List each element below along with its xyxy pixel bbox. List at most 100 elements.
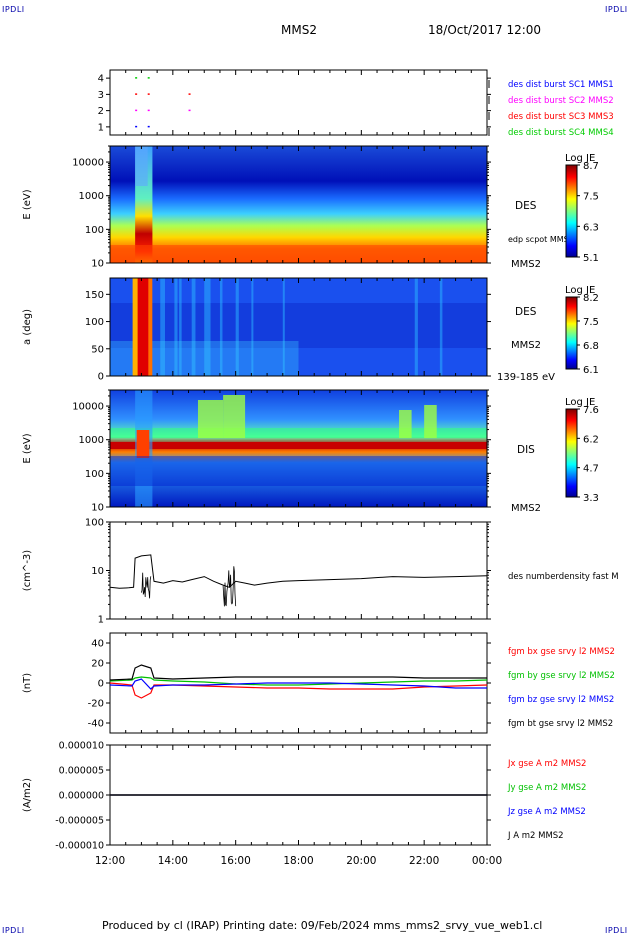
density-noise — [223, 566, 236, 606]
y-tick-label: 10 — [91, 566, 104, 577]
x-tick-label: 12:00 — [95, 855, 125, 867]
y-tick-label: -40 — [88, 719, 104, 730]
panel-annotation: 139-185 eV — [497, 372, 555, 383]
corner-label: IPDLI — [2, 926, 25, 934]
colorbar-tick-label: 6.8 — [583, 341, 599, 352]
colorbar-tick-label: 6.3 — [583, 222, 599, 233]
colorbar-tick-label: 7.5 — [583, 317, 599, 328]
y-tick-label: 20 — [91, 659, 104, 670]
spectrogram-patch — [198, 400, 223, 438]
y-tick-label: 0 — [98, 372, 104, 383]
spectrogram-burst-edge — [148, 278, 152, 376]
x-tick-label: 16:00 — [221, 855, 251, 867]
y-tick-label: 1000 — [79, 435, 104, 446]
y-tick-label: 4 — [98, 74, 104, 85]
colorbar-tick-label: 8.7 — [583, 161, 599, 172]
legend-entry: des dist burst SC3 MMS3 — [508, 112, 614, 122]
spectrogram-burst-edge — [133, 278, 138, 376]
header-spacecraft: MMS2 — [281, 23, 317, 37]
y-tick-label: -0.000010 — [55, 841, 104, 852]
colorbar-tick-label: 8.2 — [583, 293, 599, 304]
panel-annotation: DIS — [517, 444, 535, 456]
y-tick-label: 10000 — [72, 402, 104, 413]
panel-annotation: DES — [515, 306, 537, 318]
colorbar-tick-label: 7.5 — [583, 192, 599, 203]
spectrogram-patch — [399, 410, 412, 438]
colorbar — [566, 165, 577, 257]
legend-entry: fgm bt gse srvy l2 MMS2 — [508, 719, 613, 729]
header-date: 18/Oct/2017 12:00 — [428, 23, 541, 37]
colorbar-tick-label: 7.6 — [583, 405, 599, 416]
panel-annotation: MMS2 — [511, 503, 541, 514]
spectrogram-burst-core — [137, 430, 150, 458]
burst-mark — [148, 77, 150, 79]
y-tick-label: 100 — [85, 469, 104, 480]
y-axis-label: (A/m2) — [22, 778, 33, 812]
legend-entry: des dist burst SC1 MMS1 — [508, 80, 614, 90]
legend-entry: Jx gse A m2 MMS2 — [507, 759, 586, 769]
colorbar-tick-label: 4.7 — [583, 464, 599, 475]
colorbar-tick-label: 5.1 — [583, 253, 599, 264]
x-tick-label: 00:00 — [472, 855, 502, 867]
burst-mark — [148, 126, 150, 128]
legend-entry: fgm bz gse srvy l2 MMS2 — [508, 695, 614, 705]
y-axis-label: (nT) — [22, 673, 33, 693]
density-line — [110, 555, 487, 588]
colorbar — [566, 297, 577, 369]
burst-mark — [135, 77, 137, 79]
legend-entry: des dist burst SC4 MMS4 — [508, 128, 614, 138]
spectrogram-streak — [440, 278, 443, 376]
spectrogram-peak-band — [110, 442, 487, 449]
colorbar-tick-label: 3.3 — [583, 493, 599, 504]
y-tick-label: 1000 — [79, 191, 104, 202]
y-tick-label: 0.000005 — [59, 766, 104, 777]
y-tick-label: 0.000000 — [59, 791, 104, 802]
spectrogram-patch — [223, 395, 245, 438]
panel-annotation: MMS2 — [511, 259, 541, 270]
colorbar-tick-label: 6.2 — [583, 434, 599, 445]
colorbar — [566, 409, 577, 497]
y-tick-label: 40 — [91, 639, 104, 650]
y-tick-label: 3 — [98, 90, 104, 101]
legend-entry: des dist burst SC2 MMS2 — [508, 96, 614, 106]
burst-mark — [148, 110, 150, 112]
legend-entry: des numberdensity fast M — [508, 572, 619, 582]
y-tick-label: 1 — [98, 122, 104, 133]
burst-mark — [135, 126, 137, 128]
panel-frame — [110, 522, 487, 619]
y-tick-label: 100 — [85, 518, 104, 529]
y-tick-label: 0.000010 — [59, 741, 104, 752]
x-tick-label: 20:00 — [346, 855, 376, 867]
x-tick-label: 22:00 — [409, 855, 439, 867]
burst-mark — [135, 93, 137, 95]
x-tick-label: 14:00 — [158, 855, 188, 867]
corner-label: IPDLI — [605, 926, 628, 934]
y-axis-label: (cm^-3) — [22, 550, 33, 591]
panel-annotation: MMS2 — [511, 340, 541, 351]
y-axis-label: E (eV) — [22, 189, 33, 219]
density-noise — [141, 573, 150, 599]
legend-entry: Jz gse A m2 MMS2 — [507, 807, 586, 817]
legend-entry: fgm by gse srvy l2 MMS2 — [508, 671, 615, 681]
spectrogram-streak — [415, 278, 418, 376]
y-axis-label: E (eV) — [22, 433, 33, 463]
y-tick-label: 0 — [98, 679, 104, 690]
y-tick-label: -0.000005 — [55, 816, 104, 827]
y-tick-label: 50 — [91, 344, 104, 355]
corner-label: IPDLI — [605, 5, 628, 14]
panel-annotation: DES — [515, 200, 537, 212]
burst-mark — [148, 93, 150, 95]
colorbar-tick-label: 6.1 — [583, 365, 599, 376]
burst-mark — [189, 110, 191, 112]
legend-entry: Jy gse A m2 MMS2 — [507, 783, 586, 793]
y-tick-label: 10 — [91, 503, 104, 514]
legend-entry: J A m2 MMS2 — [507, 831, 564, 841]
y-tick-label: 10000 — [72, 158, 104, 169]
burst-mark — [189, 93, 191, 95]
panel-annotation: edp scpot MMS2 — [508, 235, 574, 244]
legend-entry: fgm bx gse srvy l2 MMS2 — [508, 647, 615, 657]
y-tick-label: 1 — [98, 615, 104, 626]
footer-text: Produced by cl (IRAP) Printing date: 09/… — [102, 919, 542, 932]
spectrogram-burst-upper — [135, 146, 148, 186]
y-tick-label: 150 — [85, 290, 104, 301]
